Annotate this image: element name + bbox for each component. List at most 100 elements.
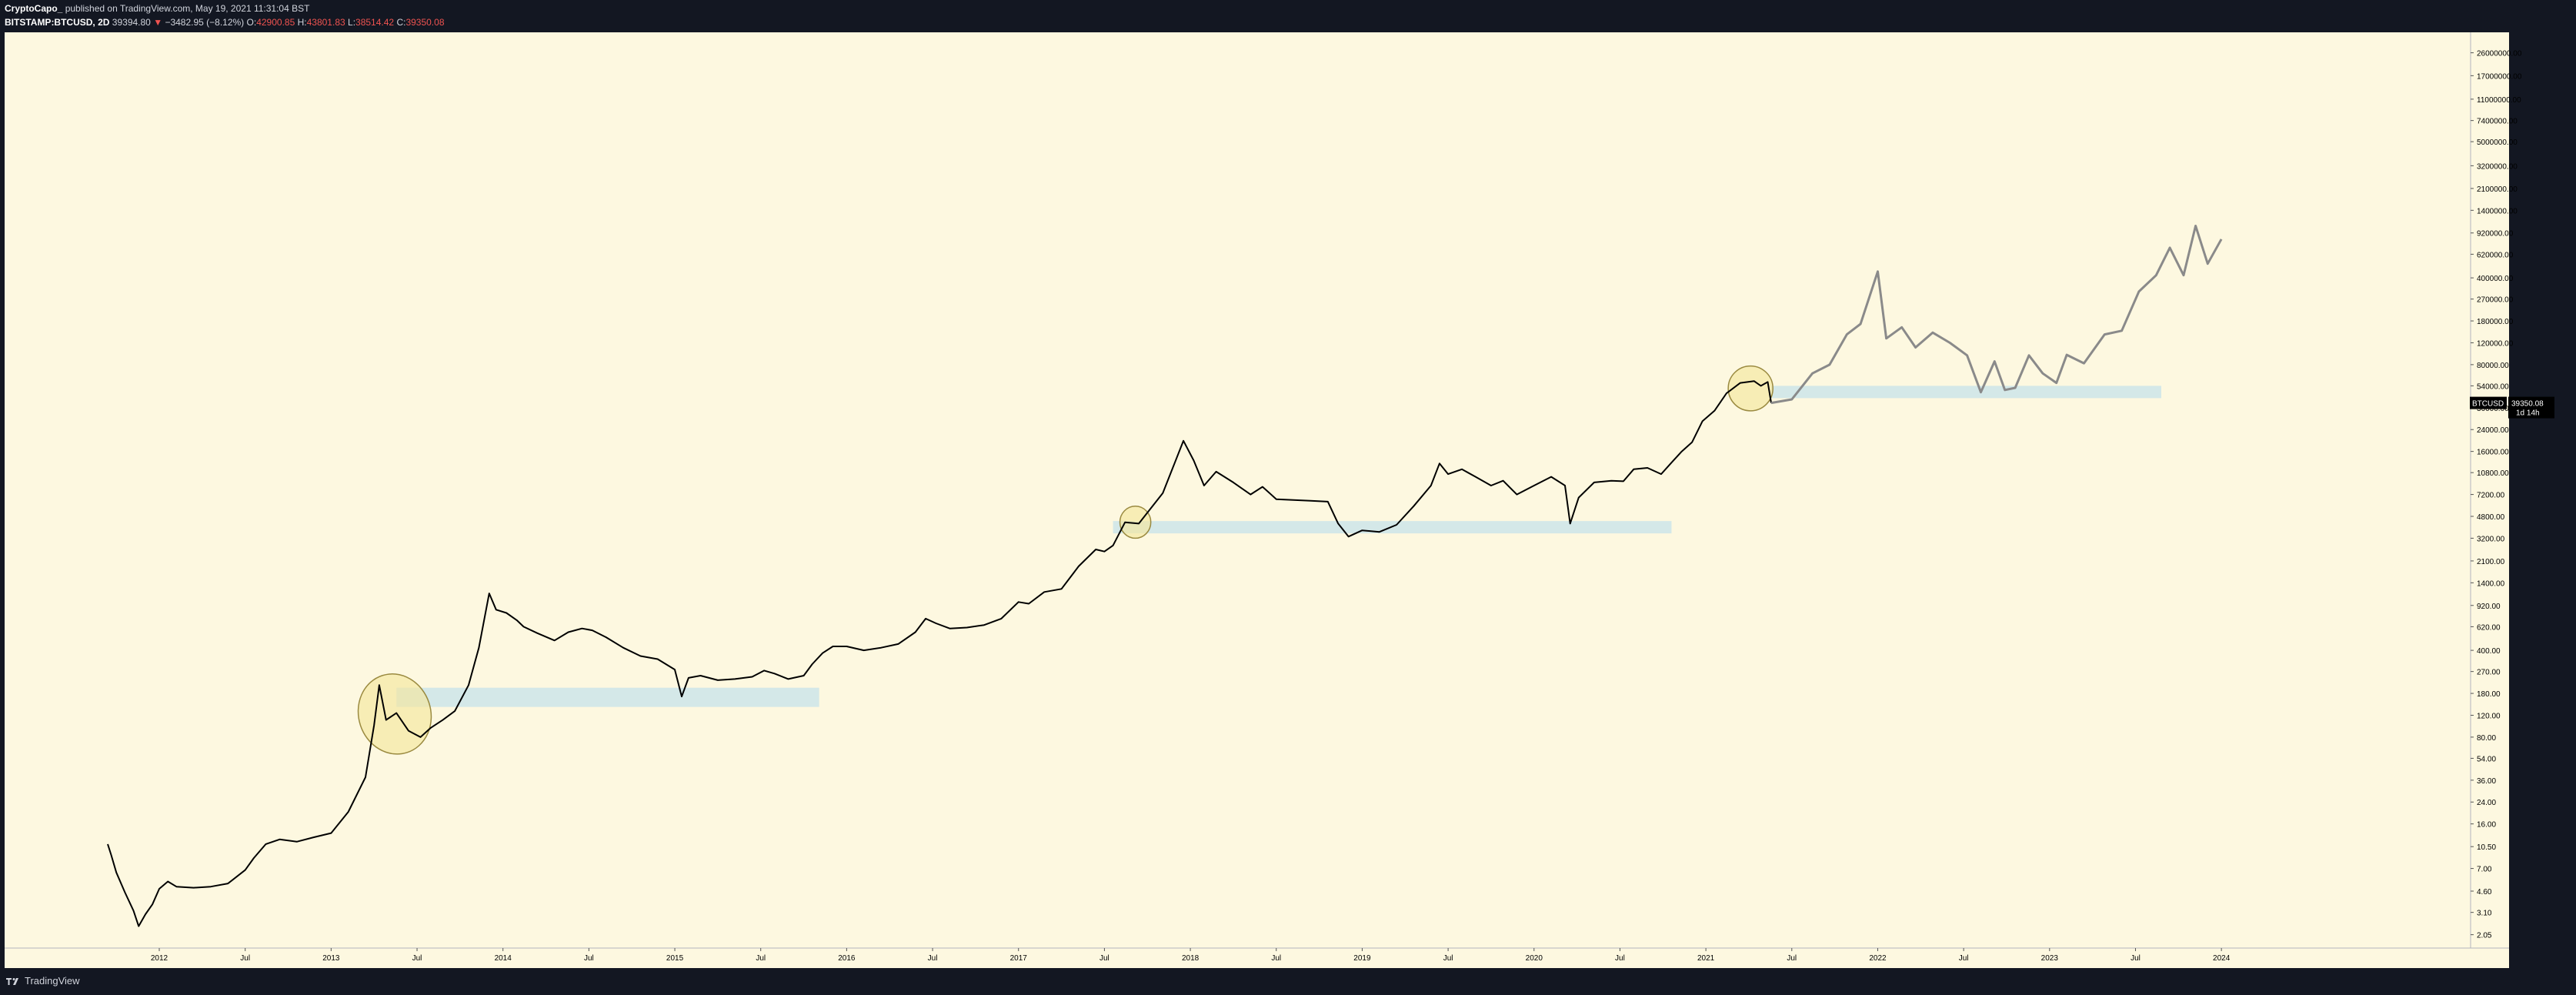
price-axis[interactable]: 26000000.00 17000000.00 11000000.00 7400000… (2470, 32, 2522, 948)
time-axis[interactable]: 2012 Jul 2013 Jul 2014 Jul 2015 Jul 2016 Jul 2017 J… (5, 947, 2509, 968)
y-tick-label: 2100000.00 (2477, 185, 2518, 194)
y-tick-label: 180000.00 (2477, 318, 2514, 326)
y-tick-label: 400.00 (2477, 647, 2501, 656)
y-tick-label: 620.00 (2477, 623, 2501, 632)
symbol-tag (2470, 396, 2507, 409)
change-value: −3482.95 (−8.12%) (165, 17, 245, 28)
y-tick-label: 80.00 (2477, 734, 2496, 743)
y-tick-label: 11000000.00 (2477, 96, 2521, 105)
symbol-name[interactable]: BITSTAMP:BTCUSD, 2D (5, 17, 110, 28)
x-tick-label: 2018 (1182, 954, 1200, 963)
x-tick-label: 2016 (838, 954, 856, 963)
x-tick-label: 2014 (495, 954, 512, 963)
symbol-tag-text: BTCUSD (2472, 400, 2504, 409)
x-tick-label: Jul (928, 954, 938, 963)
price-series (107, 225, 2223, 927)
x-tick-label: 2019 (1353, 954, 1371, 963)
publish-info: CryptoCapo_ published on TradingView.com… (5, 3, 309, 14)
y-tick-label: 7200.00 (2477, 492, 2505, 500)
last-price-label: BTCUSD 39350.08 1d 14h (2470, 396, 2554, 419)
price-tag-value: 39350.08 (2511, 400, 2544, 409)
highlight-ellipse-2 (1119, 505, 1152, 539)
y-tick-label: 920.00 (2477, 603, 2501, 611)
y-tick-label: 1400.00 (2477, 579, 2505, 588)
x-tick-label: Jul (240, 954, 250, 963)
y-tick-label: 180.00 (2477, 690, 2501, 699)
x-tick-label: Jul (756, 954, 766, 963)
y-tick-label: 16000.00 (2477, 449, 2509, 457)
x-tick-label: Jul (584, 954, 594, 963)
last-value: 39394.80 (112, 17, 151, 28)
y-tick-label: 400000.00 (2477, 275, 2514, 283)
highlight-ellipse-3 (1727, 365, 1774, 412)
x-tick-label: Jul (1615, 954, 1625, 963)
y-tick-label: 3200.00 (2477, 535, 2505, 543)
x-tick-label: Jul (2131, 954, 2141, 963)
publish-text: published on TradingView.com, May 19, 20… (65, 3, 310, 14)
time-axis-bg (5, 948, 2509, 968)
x-tick-label: Jul (1959, 954, 1969, 963)
high-value: 43801.83 (306, 17, 345, 28)
y-tick-label: 7400000.00 (2477, 118, 2518, 126)
support-zone-1 (396, 687, 819, 707)
y-tick-label: 2100.00 (2477, 558, 2505, 566)
x-tick-label: 2012 (151, 954, 169, 963)
x-tick-label: 2024 (2213, 954, 2231, 963)
y-tick-label: 5000000.00 (2477, 139, 2518, 147)
x-tick-label: Jul (1787, 954, 1797, 963)
y-tick-label: 4800.00 (2477, 513, 2505, 522)
tradingview-logo-icon[interactable] (6, 976, 20, 987)
open-value: 42900.85 (256, 17, 295, 28)
open-label: O: (246, 17, 257, 28)
close-label: C: (396, 17, 406, 28)
y-tick-label: 920000.00 (2477, 230, 2514, 239)
y-tick-label: 120000.00 (2477, 339, 2514, 348)
x-tick-label: 2022 (1869, 954, 1887, 963)
y-tick-label: 620000.00 (2477, 251, 2514, 259)
x-tick-label: 2020 (1526, 954, 1543, 963)
x-tick-label: 2021 (1697, 954, 1715, 963)
chart-header: CryptoCapo_ published on TradingView.com… (0, 0, 2576, 32)
tradingview-brand[interactable]: TradingView (25, 975, 80, 987)
x-tick-label: 2015 (666, 954, 684, 963)
projection-line (1770, 225, 2223, 405)
y-tick-label: 16.00 (2477, 821, 2496, 830)
y-tick-label: 1400000.00 (2477, 207, 2518, 215)
ohlc-legend: BITSTAMP:BTCUSD, 2D 39394.80 ▼ −3482.95 … (5, 17, 445, 28)
x-tick-label: Jul (1271, 954, 1281, 963)
y-tick-label: 2.05 (2477, 932, 2492, 940)
y-tick-label: 3200000.00 (2477, 162, 2518, 171)
y-tick-label: 80000.00 (2477, 362, 2509, 370)
high-label: H: (297, 17, 307, 28)
y-tick-label: 36.00 (2477, 777, 2496, 786)
x-tick-label: Jul (412, 954, 422, 963)
y-tick-label: 26000000.00 (2477, 50, 2522, 58)
price-line (107, 380, 1772, 927)
x-tick-label: Jul (1099, 954, 1109, 963)
low-value: 38514.42 (355, 17, 395, 28)
y-tick-label: 10800.00 (2477, 469, 2509, 478)
y-tick-label: 120.00 (2477, 712, 2501, 720)
plot-area[interactable] (5, 32, 2471, 948)
y-tick-label: 270.00 (2477, 669, 2501, 677)
change-icon: ▼ (153, 17, 163, 28)
y-tick-label: 17000000.00 (2477, 72, 2522, 81)
author-name[interactable]: CryptoCapo_ (5, 3, 63, 14)
y-tick-label: 4.60 (2477, 888, 2492, 897)
close-value: 39350.08 (405, 17, 445, 28)
y-tick-label: 24.00 (2477, 799, 2496, 807)
x-tick-label: 2013 (322, 954, 340, 963)
y-tick-label: 7.00 (2477, 866, 2492, 874)
y-tick-label: 3.10 (2477, 910, 2492, 918)
y-tick-label: 10.50 (2477, 843, 2496, 852)
x-tick-label: 2017 (1010, 954, 1028, 963)
y-tick-label: 54000.00 (2477, 382, 2509, 391)
price-tag (2508, 396, 2554, 419)
support-zone-3 (1770, 386, 2161, 399)
y-tick-label: 24000.00 (2477, 426, 2509, 435)
footer-bar: TradingView (0, 968, 2576, 995)
price-axis-bg (2471, 32, 2509, 948)
y-tick-label: 270000.00 (2477, 296, 2514, 305)
x-tick-label: Jul (1443, 954, 1453, 963)
